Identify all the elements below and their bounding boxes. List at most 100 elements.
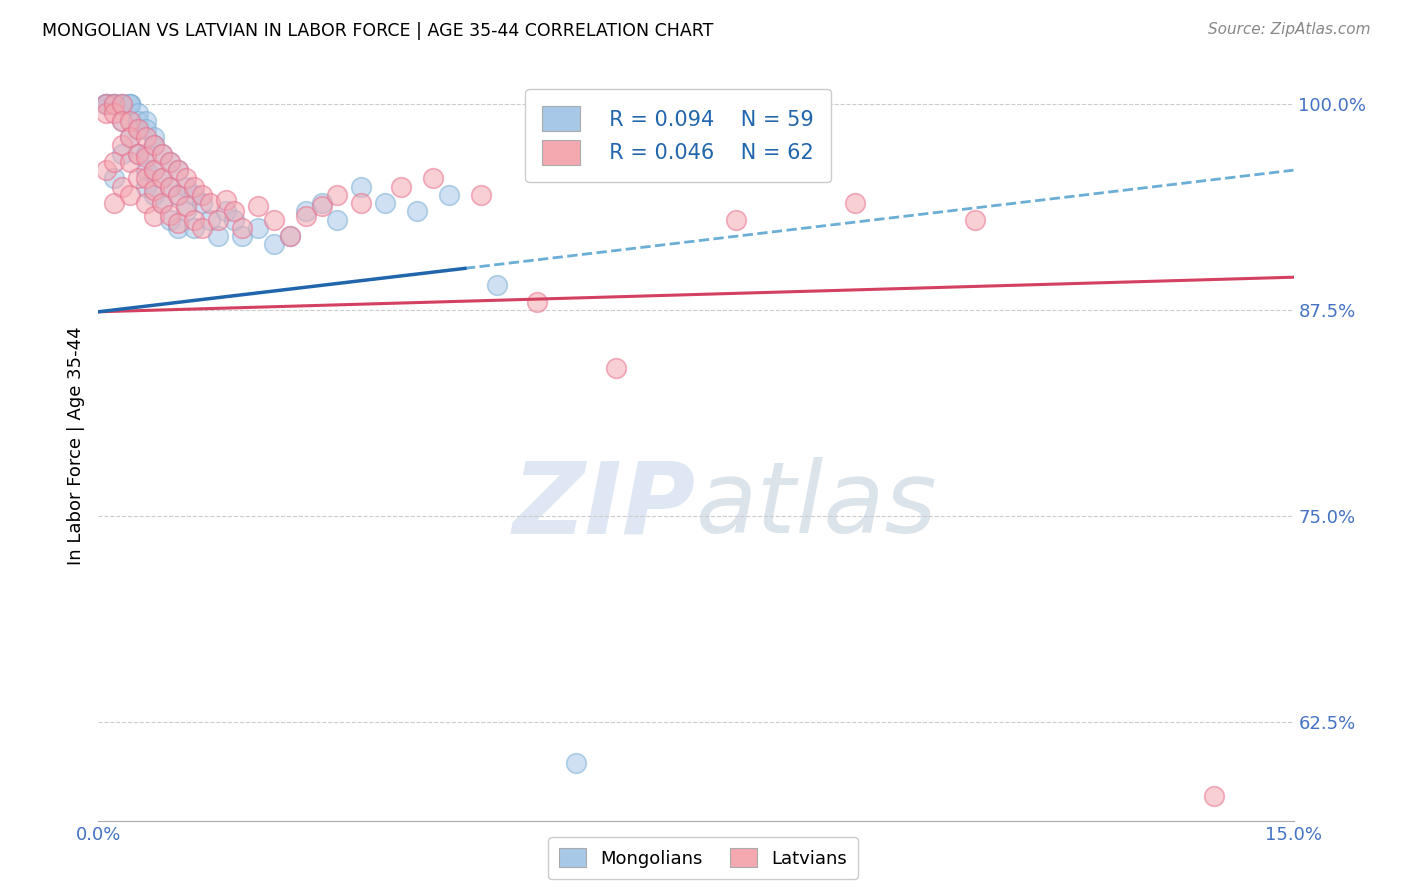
Point [143, 138, 166, 153]
Point [191, 220, 214, 235]
Point [150, 146, 173, 161]
Point [96, 97, 118, 112]
Point [159, 179, 181, 194]
Point [350, 196, 373, 211]
Point [135, 122, 157, 136]
Point [120, 113, 142, 128]
Point [103, 155, 125, 169]
Point [167, 216, 190, 230]
Point [111, 97, 134, 112]
Point [96, 97, 118, 112]
Point [150, 171, 173, 186]
Point [183, 179, 205, 194]
Point [120, 187, 142, 202]
Point [143, 163, 166, 178]
Point [127, 122, 149, 136]
Point [605, 360, 627, 375]
Point [143, 183, 166, 197]
Text: ZIP: ZIP [513, 458, 696, 555]
Point [159, 208, 181, 222]
Point [167, 187, 190, 202]
Point [159, 155, 181, 169]
Point [167, 163, 190, 178]
Point [111, 146, 134, 161]
Point [174, 179, 197, 194]
Point [263, 237, 285, 252]
Point [111, 138, 134, 153]
Text: MONGOLIAN VS LATVIAN IN LABOR FORCE | AGE 35-44 CORRELATION CHART: MONGOLIAN VS LATVIAN IN LABOR FORCE | AG… [42, 22, 714, 40]
Point [150, 146, 173, 161]
Y-axis label: In Labor Force | Age 35-44: In Labor Force | Age 35-44 [66, 326, 84, 566]
Point [96, 97, 118, 112]
Point [111, 97, 134, 112]
Point [159, 155, 181, 169]
Point [844, 196, 866, 211]
Point [127, 146, 149, 161]
Point [150, 196, 173, 211]
Point [294, 209, 316, 223]
Point [96, 163, 118, 178]
Point [127, 105, 149, 120]
Point [127, 122, 149, 136]
Point [96, 105, 118, 120]
Point [231, 229, 253, 244]
Point [485, 278, 508, 293]
Point [326, 187, 349, 202]
Point [278, 229, 301, 244]
Point [215, 204, 238, 219]
Point [350, 179, 373, 194]
Point [143, 187, 166, 202]
Point [278, 229, 301, 244]
Point [150, 196, 173, 211]
Point [103, 105, 125, 120]
Point [406, 204, 429, 219]
Point [135, 113, 157, 128]
Point [120, 97, 142, 112]
Point [174, 199, 197, 213]
Text: atlas: atlas [696, 458, 938, 555]
Point [111, 113, 134, 128]
Point [135, 130, 157, 145]
Point [565, 756, 588, 770]
Point [120, 155, 142, 169]
Point [326, 212, 349, 227]
Point [374, 196, 396, 211]
Legend: Mongolians, Latvians: Mongolians, Latvians [548, 838, 858, 879]
Point [207, 212, 229, 227]
Point [222, 212, 245, 227]
Point [135, 163, 157, 178]
Point [103, 97, 125, 112]
Point [111, 179, 134, 194]
Point [111, 113, 134, 128]
Point [389, 179, 412, 194]
Point [135, 146, 157, 161]
Point [103, 97, 125, 112]
Point [183, 212, 205, 227]
Point [246, 220, 269, 235]
Point [111, 97, 134, 112]
Legend:   R = 0.094    N = 59,   R = 0.046    N = 62: R = 0.094 N = 59, R = 0.046 N = 62 [526, 89, 831, 182]
Point [207, 229, 229, 244]
Point [311, 196, 333, 211]
Text: Source: ZipAtlas.com: Source: ZipAtlas.com [1208, 22, 1371, 37]
Point [191, 187, 214, 202]
Point [167, 220, 190, 235]
Point [470, 187, 492, 202]
Point [159, 212, 181, 227]
Point [198, 196, 221, 211]
Point [96, 97, 118, 112]
Point [167, 187, 190, 202]
Point [127, 113, 149, 128]
Point [159, 179, 181, 194]
Point [120, 130, 142, 145]
Point [198, 212, 221, 227]
Point [103, 171, 125, 186]
Point [127, 171, 149, 186]
Point [231, 220, 253, 235]
Point [437, 187, 460, 202]
Point [150, 171, 173, 186]
Point [215, 193, 238, 207]
Point [135, 150, 157, 164]
Point [246, 199, 269, 213]
Point [311, 199, 333, 213]
